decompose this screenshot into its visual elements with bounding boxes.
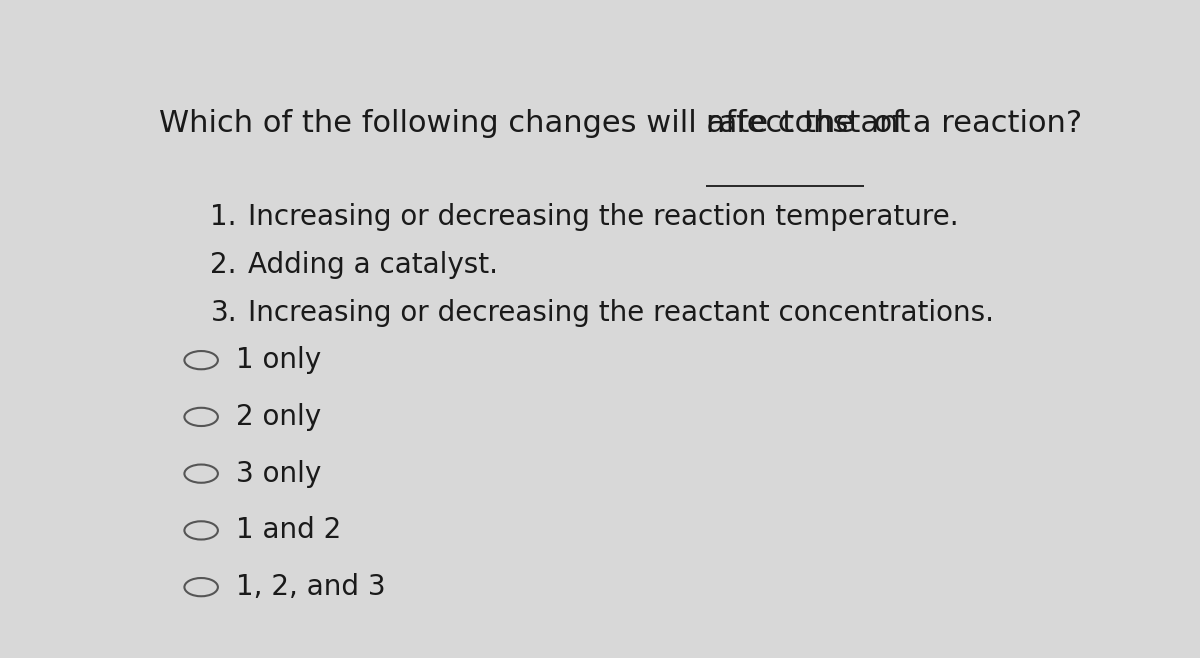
Text: 1, 2, and 3: 1, 2, and 3	[235, 573, 385, 601]
Text: Which of the following changes will affect the: Which of the following changes will affe…	[160, 109, 864, 138]
Text: of a reaction?: of a reaction?	[864, 109, 1082, 138]
Text: Increasing or decreasing the reactant concentrations.: Increasing or decreasing the reactant co…	[247, 299, 994, 328]
Text: 2 only: 2 only	[235, 403, 320, 431]
Text: 1 and 2: 1 and 2	[235, 517, 341, 544]
Text: Adding a catalyst.: Adding a catalyst.	[247, 251, 498, 279]
Text: 3 only: 3 only	[235, 460, 320, 488]
Text: 2.: 2.	[210, 251, 236, 279]
Text: 3.: 3.	[210, 299, 238, 328]
Text: Increasing or decreasing the reaction temperature.: Increasing or decreasing the reaction te…	[247, 203, 959, 231]
Text: rate constant: rate constant	[706, 109, 910, 138]
Text: 1.: 1.	[210, 203, 236, 231]
Text: 1 only: 1 only	[235, 346, 320, 374]
